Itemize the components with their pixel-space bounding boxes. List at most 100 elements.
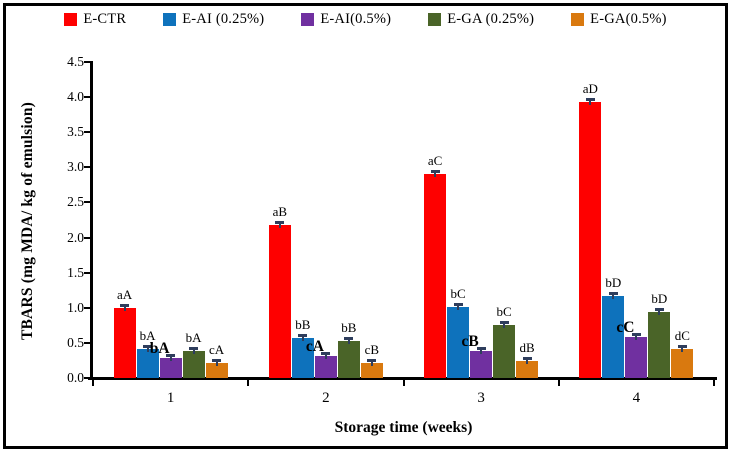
- legend-swatch-icon: [428, 13, 442, 26]
- error-bar: [192, 348, 195, 355]
- error-bar: [215, 360, 218, 367]
- y-tick-label: 0.0: [67, 370, 84, 385]
- y-axis-tick: [84, 201, 90, 204]
- error-bar: [635, 333, 638, 340]
- bar-significance-label: cB: [461, 333, 479, 351]
- x-axis-tick: [92, 380, 94, 386]
- x-axis-tick: [402, 380, 405, 386]
- bar-significance-label: dC: [674, 328, 690, 344]
- bar: [182, 351, 205, 378]
- legend-swatch-icon: [301, 13, 315, 26]
- bar: [360, 362, 383, 378]
- bar: [648, 311, 671, 378]
- bar-significance-label: bA: [139, 328, 156, 344]
- x-axis-line: [88, 377, 717, 380]
- error-bar: [146, 346, 149, 353]
- y-axis-tick: [84, 377, 90, 379]
- legend-label: E-GA(0.5%): [590, 11, 667, 27]
- error-bar: [658, 308, 661, 315]
- error-bar: [278, 221, 281, 228]
- y-axis-tick: [84, 61, 90, 63]
- error-bar-cap: [654, 307, 664, 311]
- error-bar: [612, 292, 615, 299]
- error-bar-cap: [585, 98, 595, 102]
- bar: [205, 363, 228, 378]
- bar-significance-label: aB: [272, 203, 288, 219]
- error-bar: [123, 304, 126, 311]
- y-axis-tick: [84, 236, 90, 239]
- bar: [470, 351, 493, 378]
- bar-significance-label: bD: [605, 274, 622, 290]
- bar-significance-label: aC: [427, 153, 443, 169]
- legend-swatch-icon: [64, 13, 78, 26]
- legend-item: E-CTR: [64, 11, 126, 28]
- error-bar-cap: [298, 333, 308, 337]
- bar: [159, 358, 182, 378]
- bar-significance-label: cC: [616, 318, 635, 336]
- bar-significance-label: aD: [582, 81, 598, 97]
- error-bar: [301, 334, 304, 341]
- legend-label: E-AI (0.25%): [182, 11, 265, 27]
- error-bar-cap: [367, 358, 377, 362]
- y-axis-title: TBARS (mg MDA/ kg of emulsion): [19, 101, 36, 341]
- bar: [136, 349, 159, 378]
- y-tick-label: 1.5: [67, 264, 84, 280]
- y-tick-label: 2.5: [67, 194, 84, 210]
- x-axis-tick: [247, 380, 250, 386]
- y-axis-tick: [84, 166, 90, 169]
- bar: [602, 295, 625, 378]
- legend-item: E-GA(0.5%): [571, 11, 667, 28]
- legend-swatch-icon: [163, 13, 177, 26]
- error-bar-cap: [499, 320, 509, 324]
- error-bar-cap: [608, 291, 618, 295]
- bar: [337, 341, 360, 378]
- legend-item: E-AI(0.5%): [301, 11, 391, 28]
- legend-swatch-icon: [571, 13, 585, 26]
- error-bar-cap: [166, 354, 176, 358]
- error-bar-cap: [476, 347, 486, 351]
- y-tick-label: 4.0: [67, 89, 84, 105]
- x-tick-label: 4: [632, 390, 641, 406]
- bar: [424, 174, 447, 378]
- bar: [671, 349, 694, 378]
- bar-significance-label: bC: [496, 303, 512, 319]
- bar-significance-label: aA: [117, 286, 133, 302]
- bar: [625, 336, 648, 378]
- figure-border: [3, 3, 728, 449]
- error-bar: [457, 304, 460, 311]
- y-axis-tick: [84, 131, 90, 134]
- bar-significance-label: bA: [185, 330, 202, 346]
- y-axis-tick: [84, 271, 90, 274]
- bar-significance-label: bB: [295, 316, 311, 332]
- legend-label: E-GA (0.25%): [447, 11, 535, 27]
- error-bar-cap: [275, 220, 285, 224]
- error-bar: [370, 359, 373, 366]
- bar-significance-label: bA: [149, 340, 170, 358]
- y-tick-label: 3.5: [67, 124, 84, 140]
- x-axis-title: Storage time (weeks): [334, 419, 473, 436]
- x-tick-label: 3: [477, 390, 485, 406]
- x-axis-tick: [557, 380, 560, 386]
- y-axis-tick: [84, 341, 90, 344]
- bar-significance-label: bC: [450, 286, 466, 302]
- y-tick-label: 4.5: [67, 54, 84, 69]
- error-bar-cap: [321, 352, 331, 356]
- y-tick-label: 3.0: [67, 159, 84, 175]
- error-bar-cap: [120, 303, 130, 307]
- bar: [579, 102, 602, 378]
- error-bar-cap: [344, 337, 354, 341]
- legend-item: E-AI (0.25%): [163, 11, 264, 28]
- bar: [291, 337, 314, 378]
- y-tick-label: 1.0: [67, 299, 84, 315]
- error-bar: [681, 346, 684, 353]
- y-axis-tick: [84, 96, 90, 99]
- error-bar-cap: [212, 359, 222, 363]
- error-bar-cap: [631, 332, 641, 336]
- chart-legend: E-CTR E-AI (0.25%) E-AI(0.5%) E-GA (0.25%) E…: [10, 11, 721, 28]
- legend-label: E-AI(0.5%): [320, 11, 392, 27]
- y-axis-line: [90, 61, 93, 380]
- bar-significance-label: dB: [519, 340, 535, 356]
- y-tick-label: 0.5: [67, 334, 84, 350]
- y-axis-tick: [84, 306, 90, 309]
